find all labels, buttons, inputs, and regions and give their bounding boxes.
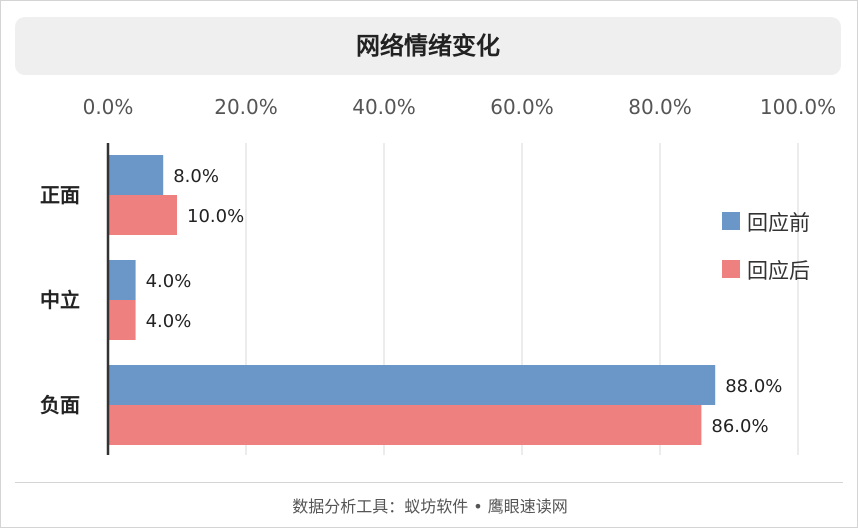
data-label: 4.0% [146, 311, 192, 332]
bar-before [108, 365, 716, 405]
legend-label: 回应前 [747, 211, 810, 235]
category-label: 负面 [40, 393, 80, 417]
footer-credit: 数据分析工具：蚁坊软件 • 鹰眼速读网 [292, 497, 568, 516]
data-label: 86.0% [711, 416, 768, 437]
data-label: 88.0% [725, 376, 782, 397]
x-tick-label: 0.0% [83, 95, 134, 119]
bar-after [108, 405, 702, 445]
x-tick-label: 80.0% [628, 95, 692, 119]
bar-after [108, 300, 136, 340]
category-label: 中立 [40, 288, 80, 312]
legend-label: 回应后 [747, 259, 810, 283]
legend-swatch [722, 260, 740, 278]
data-label: 8.0% [173, 166, 219, 187]
data-label: 4.0% [146, 271, 192, 292]
bar-after [108, 195, 177, 235]
x-tick-label: 100.0% [760, 95, 836, 119]
data-label: 10.0% [187, 206, 244, 227]
footer-divider [15, 482, 843, 483]
x-tick-label: 40.0% [352, 95, 416, 119]
title-box: 网络情绪变化 [15, 17, 841, 75]
category-label: 正面 [40, 183, 80, 207]
x-tick-label: 60.0% [490, 95, 554, 119]
x-tick-label: 20.0% [214, 95, 278, 119]
bar-before [108, 260, 136, 300]
bar-before [108, 155, 164, 195]
legend-swatch [722, 212, 740, 230]
chart-title: 网络情绪变化 [356, 32, 500, 60]
